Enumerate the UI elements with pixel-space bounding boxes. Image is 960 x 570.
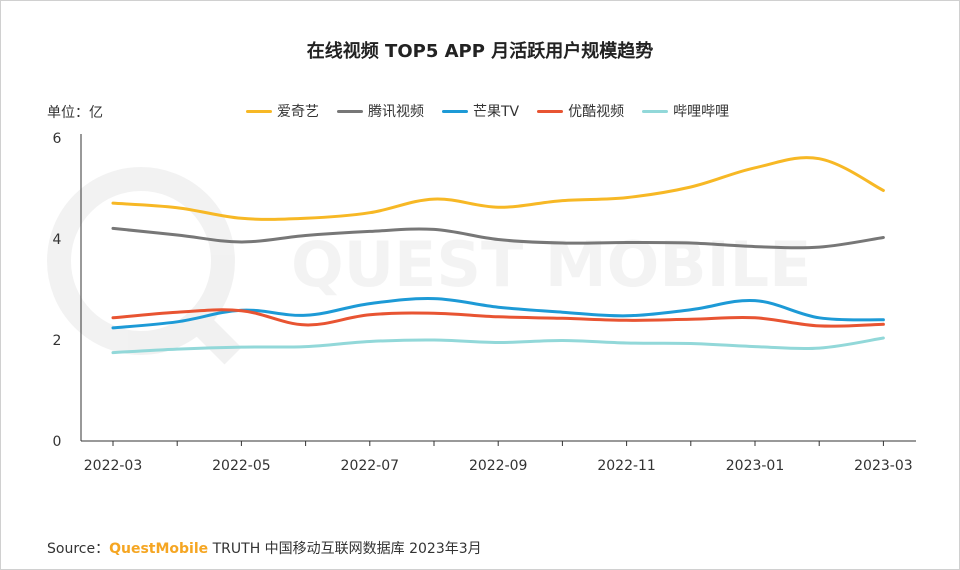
x-tick-label: 2022-11 [597, 458, 656, 474]
legend: 爱奇艺 腾讯视频 芒果TV 优酷视频 哔哩哔哩 [246, 101, 729, 121]
y-tick-label: 0 [53, 434, 62, 450]
legend-item: 腾讯视频 [337, 101, 424, 121]
legend-label: 芒果TV [473, 104, 520, 120]
x-tick-label: 2023-01 [726, 458, 785, 474]
chart-title: 在线视频 TOP5 APP 月活跃用户规模趋势 [306, 41, 654, 62]
watermark-text: QUEST MOBILE [291, 228, 812, 301]
y-tick-label: 2 [53, 333, 62, 349]
legend-swatch [246, 109, 272, 113]
y-tick-label: 4 [53, 232, 62, 248]
source-line: Source：QuestMobile TRUTH 中国移动互联网数据库 2023… [47, 538, 482, 558]
legend-item: 优酷视频 [537, 101, 624, 121]
x-tick-label: 2022-03 [84, 458, 143, 474]
series-line-0 [111, 156, 885, 221]
x-tick-label: 2022-07 [341, 458, 400, 474]
unit-label: 单位：亿 [47, 105, 103, 121]
x-tick-label: 2023-03 [854, 458, 913, 474]
legend-label: 腾讯视频 [368, 104, 424, 120]
watermark-logo [47, 167, 242, 365]
legend-swatch [337, 109, 363, 113]
legend-item: 爱奇艺 [246, 101, 319, 121]
legend-swatch [642, 109, 669, 113]
x-tick-label: 2022-05 [212, 458, 271, 474]
series-line-2 [111, 297, 885, 330]
legend-swatch [442, 109, 468, 113]
x-tick-label: 2022-09 [469, 458, 528, 474]
legend-item: 芒果TV [442, 101, 519, 121]
legend-swatch [537, 109, 564, 113]
legend-label: 爱奇艺 [277, 104, 319, 120]
source-label: Source： [47, 541, 110, 557]
source-text: TRUTH 中国移动互联网数据库 2023年3月 [212, 541, 482, 557]
legend-label: 哔哩哔哩 [673, 104, 730, 120]
y-tick-label: 6 [53, 131, 62, 147]
brand-name: QuestMobile [109, 541, 209, 557]
legend-label: 优酷视频 [568, 104, 625, 120]
legend-item: 哔哩哔哩 [642, 101, 729, 121]
